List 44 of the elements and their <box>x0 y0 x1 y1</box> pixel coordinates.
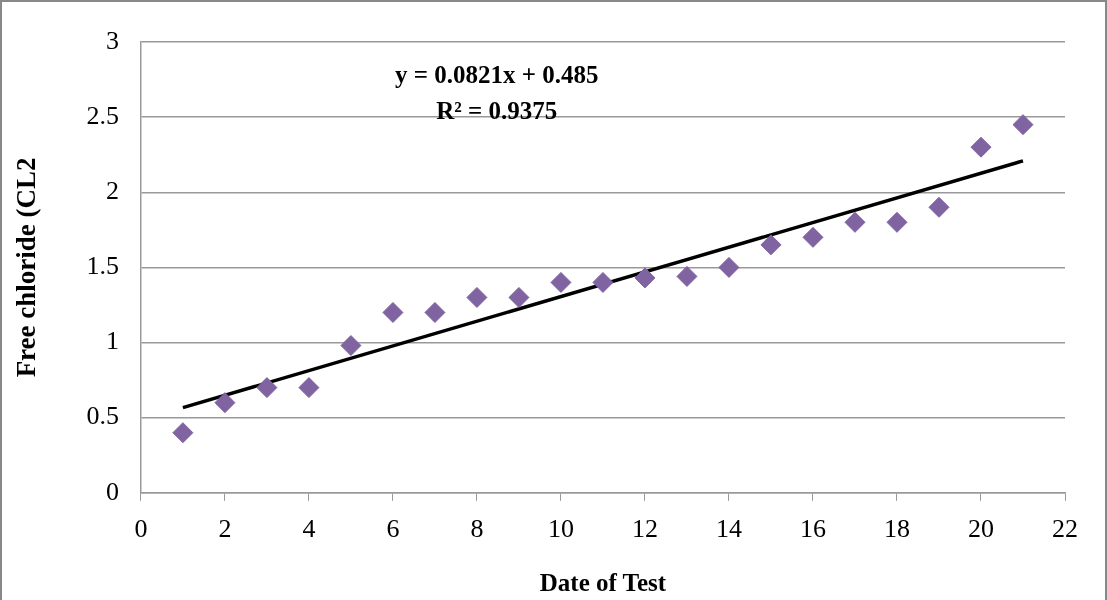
point <box>382 301 404 323</box>
annotation: y = 0.0821x + 0.485 <box>394 61 599 89</box>
point <box>634 267 656 289</box>
point <box>340 335 362 357</box>
y-tick-label: 3 <box>105 25 119 55</box>
point <box>760 234 782 256</box>
y-tick-label: 1 <box>105 326 119 356</box>
x-tick-label: 2 <box>218 514 232 544</box>
y-tick-label: 1.5 <box>86 251 119 281</box>
x-tick-label: 4 <box>302 514 316 544</box>
x-tick-label: 22 <box>1052 514 1078 544</box>
x-axis-title: Date of Test <box>539 569 667 597</box>
point <box>424 301 446 323</box>
point <box>298 377 320 399</box>
point <box>676 265 698 287</box>
point <box>970 136 992 158</box>
point <box>508 286 530 308</box>
annotation: R² = 0.9375 <box>436 97 558 125</box>
point <box>256 377 278 399</box>
x-tick-label: 8 <box>470 514 484 544</box>
point <box>1012 114 1034 136</box>
point <box>592 271 614 293</box>
x-tick-label: 18 <box>883 514 910 544</box>
point <box>214 392 236 414</box>
point <box>718 256 740 278</box>
point <box>886 211 908 233</box>
y-axis-title: Free chloride (CL2 <box>11 157 42 378</box>
x-tick-label: 16 <box>799 514 826 544</box>
x-tick-label: 20 <box>967 514 994 544</box>
x-tick-label: 12 <box>631 514 658 544</box>
x-tick-label: 10 <box>547 514 574 544</box>
point <box>928 196 950 218</box>
y-tick-label: 2.5 <box>86 100 119 130</box>
point <box>172 422 194 444</box>
point <box>802 226 824 248</box>
x-tick-label: 14 <box>715 514 742 544</box>
point <box>466 286 488 308</box>
x-tick-label: 0 <box>134 514 148 544</box>
x-tick-label: 6 <box>386 514 400 544</box>
y-tick-label: 2 <box>105 176 119 206</box>
y-tick-label: 0 <box>105 476 119 506</box>
point <box>550 271 572 293</box>
point <box>844 211 866 233</box>
y-tick-label: 0.5 <box>86 401 119 431</box>
